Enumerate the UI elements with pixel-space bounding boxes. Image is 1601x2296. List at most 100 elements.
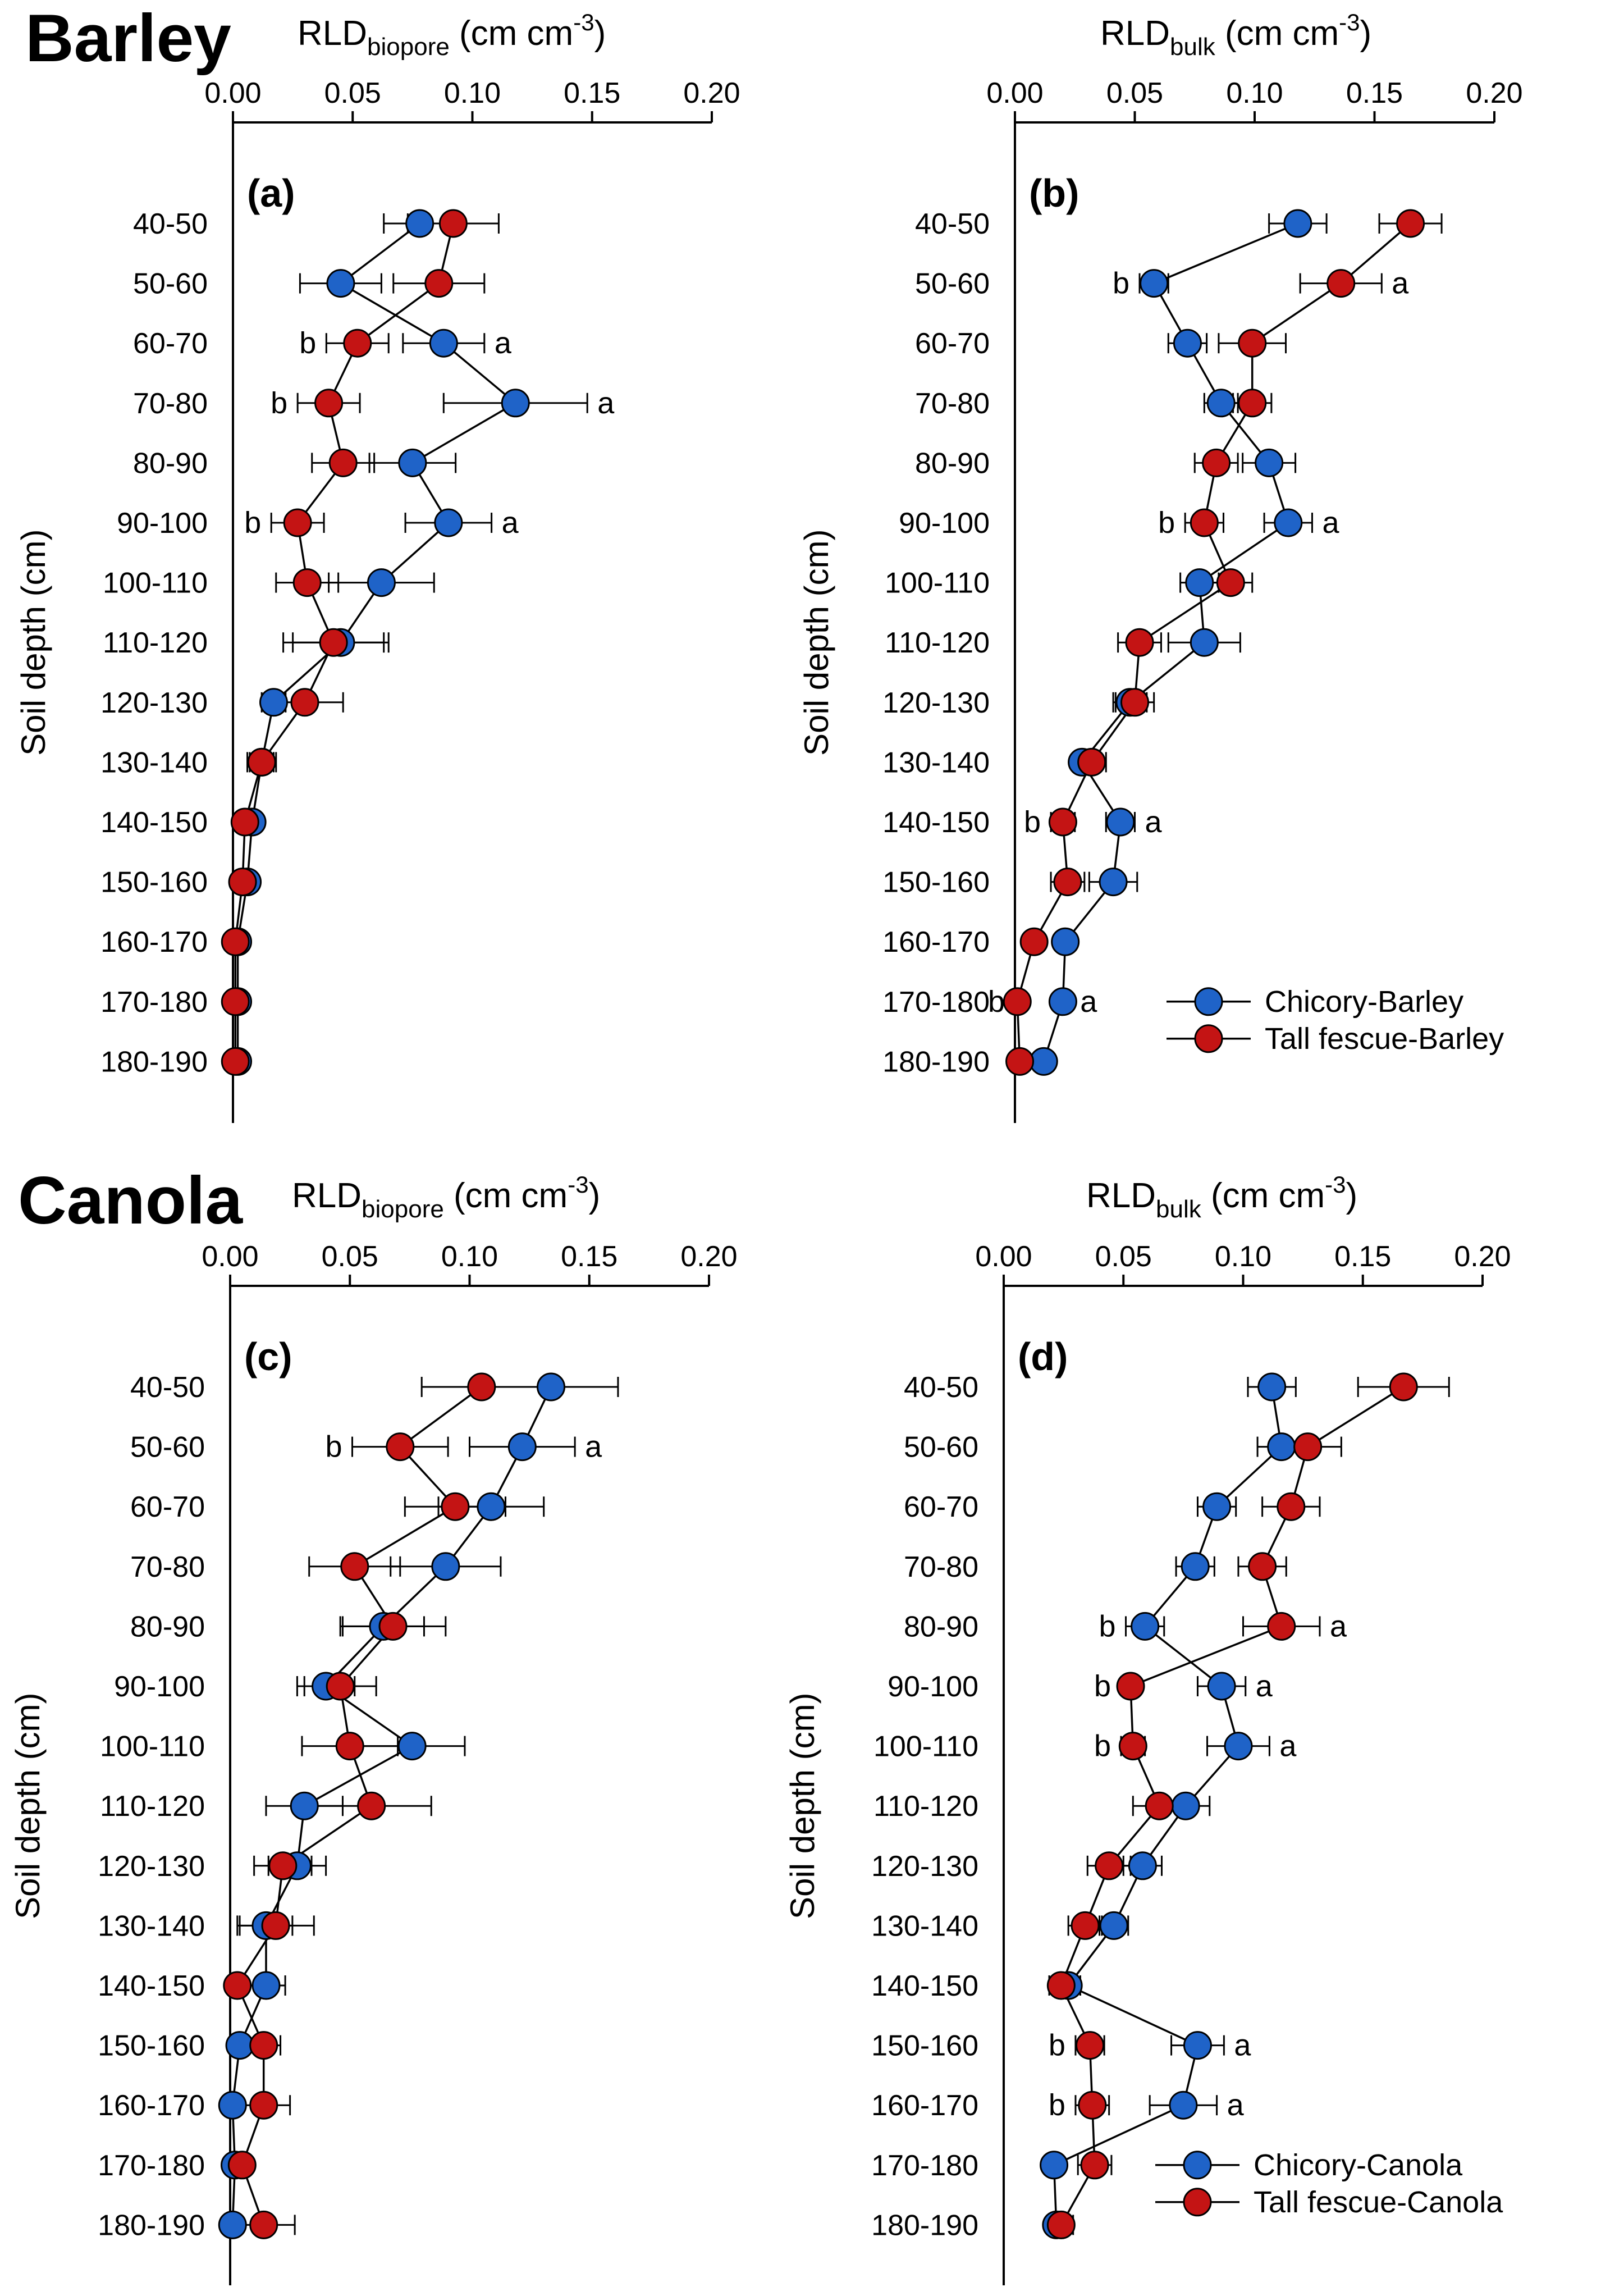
- data-point-chicory: [218, 2210, 247, 2239]
- data-point-tall_fescue: [335, 1732, 364, 1761]
- data-point-chicory: [1099, 1911, 1128, 1940]
- data-point-tall_fescue: [1003, 987, 1032, 1016]
- data-point-tall_fescue: [292, 568, 322, 597]
- y-tick-label: 80-90: [130, 1610, 205, 1643]
- data-point-tall_fescue: [249, 2090, 278, 2120]
- data-point-tall_fescue: [1019, 927, 1049, 956]
- x-tick-label: 0.05: [322, 1240, 378, 1273]
- data-point-tall_fescue: [227, 2151, 257, 2180]
- data-point-tall_fescue: [1267, 1612, 1296, 1641]
- data-point-tall_fescue: [1125, 628, 1154, 657]
- x-tick-label: 0.15: [564, 77, 620, 109]
- data-point-tall_fescue: [438, 209, 468, 238]
- data-point-tall_fescue: [1095, 1851, 1124, 1880]
- x-axis-label: RLDbulk (cm cm-3): [1100, 9, 1371, 61]
- y-tick-label: 140-150: [100, 806, 208, 839]
- y-tick-label: 60-70: [915, 327, 990, 360]
- y-tick-label: 180-190: [871, 2209, 978, 2242]
- significance-letter: b: [1024, 805, 1041, 839]
- data-point-chicory: [1207, 1672, 1236, 1701]
- data-point-tall_fescue: [319, 628, 348, 657]
- legend-label-chicory: Chicory-Barley: [1265, 985, 1463, 1019]
- y-tick-label: 40-50: [133, 208, 208, 240]
- data-point-tall_fescue: [223, 1971, 252, 2000]
- x-tick-label: 0.00: [202, 1240, 258, 1273]
- significance-letter: a: [1256, 1669, 1273, 1703]
- data-point-chicory: [251, 1971, 281, 2000]
- data-point-tall_fescue: [328, 448, 358, 477]
- significance-letter: b: [1094, 1669, 1111, 1703]
- data-point-tall_fescue: [441, 1492, 470, 1521]
- y-tick-label: 110-120: [873, 1790, 978, 1823]
- data-point-tall_fescue: [1120, 688, 1149, 717]
- y-tick-label: 90-100: [888, 1670, 978, 1703]
- data-point-tall_fescue: [340, 1552, 369, 1581]
- data-point-tall_fescue: [424, 269, 454, 298]
- data-point-tall_fescue: [1116, 1672, 1145, 1701]
- y-tick-label: 110-120: [100, 1790, 205, 1823]
- y-tick-label: 120-130: [882, 687, 990, 719]
- x-tick-label: 0.15: [1334, 1240, 1391, 1273]
- x-tick-label: 0.05: [1095, 1240, 1152, 1273]
- y-tick-label: 130-140: [871, 1910, 978, 1942]
- data-point-tall_fescue: [249, 2210, 278, 2239]
- data-point-chicory: [429, 328, 458, 358]
- legend-label-tall_fescue: Tall fescue-Canola: [1254, 2185, 1503, 2219]
- y-tick-label: 140-150: [871, 1970, 978, 2002]
- significance-letter: a: [1080, 985, 1097, 1019]
- panel-label: (c): [244, 1335, 292, 1378]
- data-point-tall_fescue: [386, 1432, 415, 1462]
- data-point-chicory: [1099, 868, 1128, 897]
- data-point-tall_fescue: [1080, 2151, 1109, 2180]
- significance-letter: a: [1279, 1729, 1297, 1763]
- significance-letter: a: [585, 1430, 602, 1464]
- data-point-chicory: [1255, 448, 1284, 477]
- data-point-chicory: [1029, 1047, 1058, 1076]
- data-point-chicory: [1140, 269, 1169, 298]
- y-tick-label: 160-170: [98, 2089, 205, 2122]
- significance-letter: a: [495, 326, 512, 360]
- significance-letter: a: [1330, 1609, 1347, 1643]
- y-tick-label: 70-80: [904, 1551, 978, 1583]
- y-tick-label: 150-160: [871, 2030, 978, 2062]
- significance-letter: b: [1049, 2029, 1065, 2062]
- y-tick-label: 80-90: [915, 447, 990, 480]
- data-point-chicory: [1131, 1612, 1160, 1641]
- y-tick-label: 150-160: [98, 2030, 205, 2062]
- data-point-chicory: [1183, 2031, 1212, 2060]
- data-point-tall_fescue: [1145, 1791, 1174, 1820]
- x-tick-label: 0.00: [204, 77, 261, 109]
- y-tick-label: 180-190: [98, 2209, 205, 2242]
- x-tick-label: 0.20: [1466, 77, 1522, 109]
- data-point-chicory: [1173, 328, 1202, 358]
- data-point-chicory: [1257, 1372, 1287, 1402]
- significance-letter: b: [299, 326, 316, 360]
- y-tick-label: 80-90: [904, 1610, 978, 1643]
- data-point-chicory: [1040, 2151, 1069, 2180]
- data-point-tall_fescue: [326, 1672, 355, 1701]
- y-tick-label: 50-60: [915, 268, 990, 300]
- data-point-chicory: [259, 688, 289, 717]
- data-point-tall_fescue: [1277, 1492, 1306, 1521]
- data-point-tall_fescue: [1202, 448, 1231, 477]
- y-tick-label: 40-50: [915, 208, 990, 240]
- y-tick-label: 100-110: [873, 1731, 978, 1763]
- data-point-tall_fescue: [1046, 2210, 1076, 2239]
- y-tick-label: 90-100: [114, 1670, 205, 1703]
- significance-letter: a: [1322, 506, 1339, 540]
- y-tick-label: 150-160: [882, 866, 990, 899]
- y-tick-label: 50-60: [904, 1431, 978, 1464]
- x-tick-label: 0.00: [975, 1240, 1032, 1273]
- y-tick-label: 50-60: [130, 1431, 205, 1464]
- data-point-tall_fescue: [1389, 1372, 1418, 1402]
- y-tick-label: 110-120: [103, 627, 208, 659]
- significance-letter: b: [271, 386, 287, 420]
- data-point-tall_fescue: [1005, 1047, 1035, 1076]
- y-tick-label: 140-150: [98, 1970, 205, 2002]
- data-point-chicory: [1106, 807, 1135, 837]
- data-point-chicory: [1283, 209, 1312, 238]
- data-point-chicory: [1051, 927, 1080, 956]
- significance-letter: a: [1392, 267, 1409, 300]
